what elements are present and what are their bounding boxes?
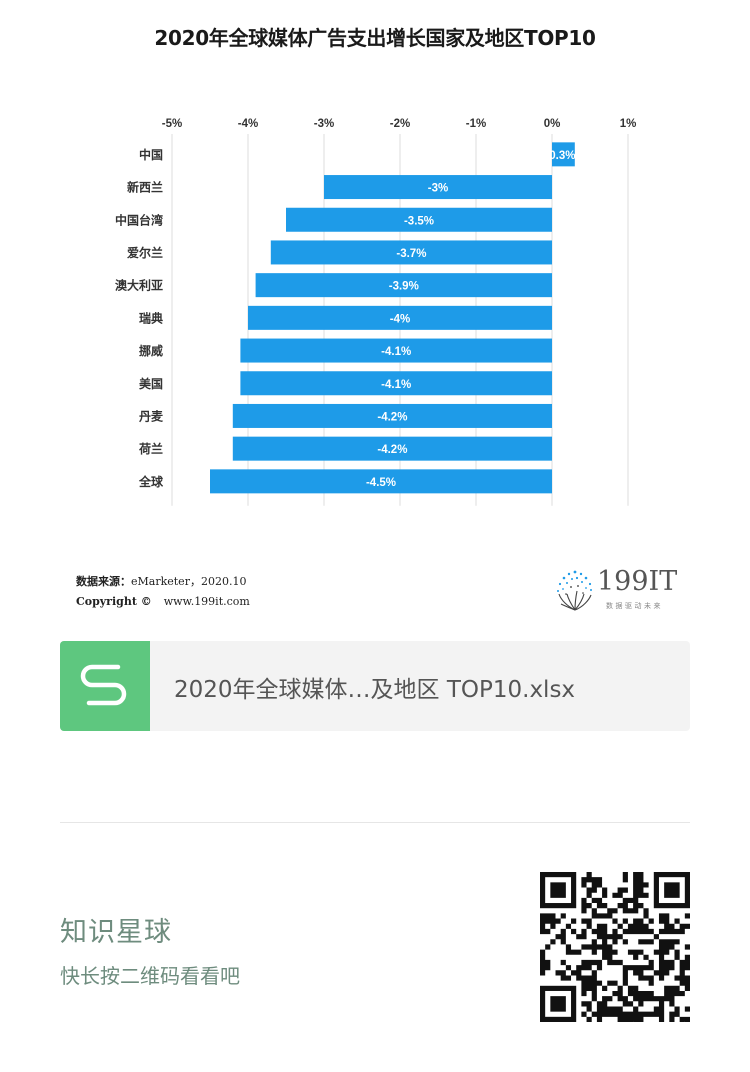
data-label: -3.7% [396, 248, 426, 260]
dandelion-logo-icon [557, 570, 592, 611]
data-label: -3.5% [404, 215, 434, 227]
x-tick-label: -2% [390, 118, 410, 130]
category-label: 全球 [138, 474, 164, 489]
website-link[interactable]: www.199it.com [163, 595, 250, 608]
category-label: 新西兰 [127, 180, 163, 195]
bar [286, 207, 552, 232]
category-label: 中国台湾 [115, 212, 163, 227]
x-tick-label: -5% [162, 118, 182, 130]
bar [248, 305, 552, 330]
data-label: 0.3% [549, 150, 575, 162]
data-label: -4.5% [366, 477, 396, 489]
bar [240, 371, 552, 396]
source-block: 数据来源：eMarketer，2020.10 Copyright © www.19… [76, 572, 250, 612]
x-tick-label: 1% [620, 118, 637, 130]
category-label: 瑞典 [139, 310, 163, 325]
x-tick-label: -3% [314, 118, 334, 130]
data-label: -4.1% [381, 379, 411, 391]
data-label: -4.1% [381, 346, 411, 358]
chart-title: 2020年全球媒体广告支出增长国家及地区TOP10 [154, 26, 596, 50]
x-tick-label: -1% [466, 118, 486, 130]
category-label: 丹麦 [139, 408, 164, 423]
file-attachment-card[interactable]: 2020年全球媒体…及地区 TOP10.xlsx [60, 641, 690, 731]
x-tick-label: -4% [238, 118, 258, 130]
promo-title: 知识星球 [60, 917, 172, 948]
bar [324, 175, 552, 200]
logo-text: 199IT [597, 566, 678, 597]
category-label: 澳大利亚 [115, 278, 163, 293]
bar [552, 142, 575, 167]
199it-logo: 199IT 数据驱动未来 [553, 566, 703, 614]
category-label: 挪威 [139, 343, 163, 358]
spreadsheet-s-icon [60, 641, 150, 731]
qr-code-icon[interactable] [540, 872, 690, 1022]
file-name: 2020年全球媒体…及地区 TOP10.xlsx [174, 677, 576, 703]
bar [255, 273, 552, 298]
data-label: -4.2% [377, 444, 407, 456]
bar [240, 338, 552, 363]
bar [232, 436, 553, 461]
data-label: -4% [390, 313, 410, 325]
category-label: 中国 [139, 147, 163, 162]
category-label: 爱尔兰 [127, 245, 163, 260]
x-tick-label: 0% [544, 118, 561, 130]
data-label: -4.2% [377, 411, 407, 423]
promo-subtitle: 快长按二维码看看吧 [60, 964, 240, 988]
source-value: eMarketer，2020.10 [131, 575, 247, 588]
bar [210, 469, 552, 494]
category-label: 荷兰 [138, 441, 163, 456]
divider [60, 822, 690, 823]
category-label: 美国 [139, 376, 163, 391]
data-label: -3% [428, 183, 448, 195]
data-label: -3.9% [389, 281, 419, 293]
source-label: 数据来源： [76, 575, 131, 588]
logo-tagline: 数据驱动未来 [606, 602, 663, 610]
bar [270, 240, 552, 265]
bar [232, 403, 553, 428]
bar-chart: -5% -4% -3% -2% -1% 0% 1% 中国 0.3% 新西兰 -3% 中国台湾 -3.5%… [115, 118, 637, 506]
copyright-label: Copyright © [76, 595, 152, 608]
